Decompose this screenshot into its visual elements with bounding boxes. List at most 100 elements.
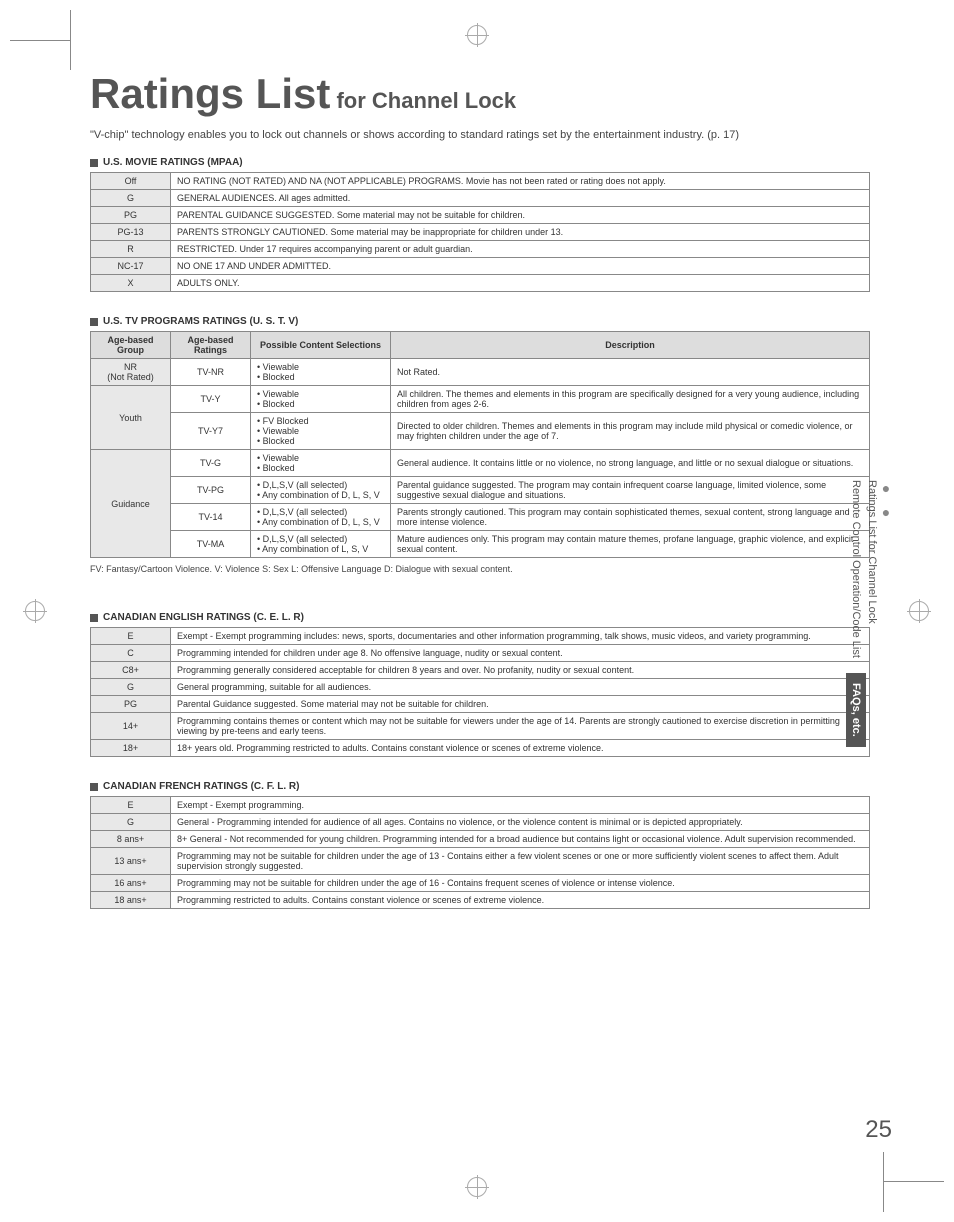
rating-label: G <box>91 190 171 207</box>
rating-desc: Exempt - Exempt programming includes: ne… <box>171 628 870 645</box>
rating-desc: NO ONE 17 AND UNDER ADMITTED. <box>171 258 870 275</box>
title-main: Ratings List <box>90 70 330 117</box>
rating-desc: 8+ General - Not recommended for young c… <box>171 831 870 848</box>
rating-label: NC-17 <box>91 258 171 275</box>
table-row: C8+Programming generally considered acce… <box>91 662 870 679</box>
table-row: YouthTV-YViewableBlockedAll children. Th… <box>91 386 870 413</box>
table-row: GGeneral programming, suitable for all a… <box>91 679 870 696</box>
page-content: Ratings List for Channel Lock "V-chip" t… <box>90 70 870 909</box>
rating-desc: Not Rated. <box>391 359 870 386</box>
content-selections: ViewableBlocked <box>251 386 391 413</box>
age-group: Guidance <box>91 450 171 558</box>
registration-mark-icon <box>467 1177 487 1197</box>
rating-desc: Programming may not be suitable for chil… <box>171 848 870 875</box>
rating-label: G <box>91 814 171 831</box>
table-row: 14+Programming contains themes or conten… <box>91 713 870 740</box>
rating-desc: General - Programming intended for audie… <box>171 814 870 831</box>
rating-desc: ADULTS ONLY. <box>171 275 870 292</box>
table-row: 18+18+ years old. Programming restricted… <box>91 740 870 757</box>
rating-desc: RESTRICTED. Under 17 requires accompanyi… <box>171 241 870 258</box>
content-selections: FV BlockedViewableBlocked <box>251 413 391 450</box>
content-selections: D,L,S,V (all selected)Any combination of… <box>251 477 391 504</box>
crop-mark <box>10 40 70 41</box>
rating-desc: Parental Guidance suggested. Some materi… <box>171 696 870 713</box>
cflr-header: CANADIAN FRENCH RATINGS (C. F. L. R) <box>90 781 870 792</box>
rating-label: PG <box>91 207 171 224</box>
age-rating: TV-MA <box>171 531 251 558</box>
rating-desc: PARENTAL GUIDANCE SUGGESTED. Some materi… <box>171 207 870 224</box>
rating-label: 14+ <box>91 713 171 740</box>
page-title: Ratings List for Channel Lock <box>90 70 870 118</box>
title-sub: for Channel Lock <box>330 88 516 113</box>
rating-label: 16 ans+ <box>91 875 171 892</box>
rating-desc: Parents strongly cautioned. This program… <box>391 504 870 531</box>
table-row: NC-17NO ONE 17 AND UNDER ADMITTED. <box>91 258 870 275</box>
age-rating: TV-G <box>171 450 251 477</box>
table-row: 13 ans+Programming may not be suitable f… <box>91 848 870 875</box>
rating-label: 8 ans+ <box>91 831 171 848</box>
table-row: PGParental Guidance suggested. Some mate… <box>91 696 870 713</box>
ustv-col-0: Age-based Group <box>91 332 171 359</box>
rating-label: PG <box>91 696 171 713</box>
celr-header: CANADIAN ENGLISH RATINGS (C. E. L. R) <box>90 612 870 623</box>
table-row: TV-14D,L,S,V (all selected)Any combinati… <box>91 504 870 531</box>
table-row: GGENERAL AUDIENCES. All ages admitted. <box>91 190 870 207</box>
ustv-col-2: Possible Content Selections <box>251 332 391 359</box>
ustv-col-1: Age-based Ratings <box>171 332 251 359</box>
table-row: 16 ans+Programming may not be suitable f… <box>91 875 870 892</box>
rating-label: PG-13 <box>91 224 171 241</box>
age-rating: TV-Y7 <box>171 413 251 450</box>
celr-table: EExempt - Exempt programming includes: n… <box>90 627 870 757</box>
rating-desc: PARENTS STRONGLY CAUTIONED. Some materia… <box>171 224 870 241</box>
table-row: PGPARENTAL GUIDANCE SUGGESTED. Some mate… <box>91 207 870 224</box>
registration-mark-icon <box>909 601 929 621</box>
age-rating: TV-NR <box>171 359 251 386</box>
ustv-table: Age-based Group Age-based Ratings Possib… <box>90 331 870 558</box>
table-row: GuidanceTV-GViewableBlockedGeneral audie… <box>91 450 870 477</box>
table-row: XADULTS ONLY. <box>91 275 870 292</box>
crop-mark <box>70 10 71 70</box>
cflr-table: EExempt - Exempt programming.GGeneral - … <box>90 796 870 909</box>
rating-label: 13 ans+ <box>91 848 171 875</box>
rating-desc: Programming restricted to adults. Contai… <box>171 892 870 909</box>
side-line2: Remote Control Operation/Code List <box>850 480 862 658</box>
rating-desc: Directed to older children. Themes and e… <box>391 413 870 450</box>
side-dots: ● ● <box>878 480 894 522</box>
rating-desc: GENERAL AUDIENCES. All ages admitted. <box>171 190 870 207</box>
content-selections: ViewableBlocked <box>251 359 391 386</box>
table-row: TV-MAD,L,S,V (all selected)Any combinati… <box>91 531 870 558</box>
rating-desc: Programming may not be suitable for chil… <box>171 875 870 892</box>
rating-label: 18 ans+ <box>91 892 171 909</box>
registration-mark-icon <box>467 25 487 45</box>
crop-mark <box>883 1152 884 1212</box>
rating-label: G <box>91 679 171 696</box>
rating-desc: Exempt - Exempt programming. <box>171 797 870 814</box>
rating-desc: Programming contains themes or content w… <box>171 713 870 740</box>
table-row: TV-PGD,L,S,V (all selected)Any combinati… <box>91 477 870 504</box>
table-row: TV-Y7FV BlockedViewableBlockedDirected t… <box>91 413 870 450</box>
intro-text: "V-chip" technology enables you to lock … <box>90 128 870 143</box>
rating-label: C <box>91 645 171 662</box>
rating-desc: Programming intended for children under … <box>171 645 870 662</box>
age-rating: TV-PG <box>171 477 251 504</box>
rating-desc: All children. The themes and elements in… <box>391 386 870 413</box>
age-rating: TV-14 <box>171 504 251 531</box>
age-rating: TV-Y <box>171 386 251 413</box>
table-row: EExempt - Exempt programming includes: n… <box>91 628 870 645</box>
age-group: Youth <box>91 386 171 450</box>
ustv-legend: FV: Fantasy/Cartoon Violence. V: Violenc… <box>90 564 870 574</box>
ustv-header: U.S. TV PROGRAMS RATINGS (U. S. T. V) <box>90 316 870 327</box>
rating-label: C8+ <box>91 662 171 679</box>
page-number: 25 <box>865 1116 892 1144</box>
content-selections: D,L,S,V (all selected)Any combination of… <box>251 531 391 558</box>
table-row: RRESTRICTED. Under 17 requires accompany… <box>91 241 870 258</box>
content-selections: ViewableBlocked <box>251 450 391 477</box>
registration-mark-icon <box>25 601 45 621</box>
table-row: CProgramming intended for children under… <box>91 645 870 662</box>
table-row: OffNO RATING (NOT RATED) AND NA (NOT APP… <box>91 173 870 190</box>
side-tab: ● ● Ratings List for Channel Lock Remote… <box>846 480 894 747</box>
rating-label: X <box>91 275 171 292</box>
side-tab-label: FAQs, etc. <box>846 673 866 747</box>
rating-desc: NO RATING (NOT RATED) AND NA (NOT APPLIC… <box>171 173 870 190</box>
table-row: PG-13PARENTS STRONGLY CAUTIONED. Some ma… <box>91 224 870 241</box>
